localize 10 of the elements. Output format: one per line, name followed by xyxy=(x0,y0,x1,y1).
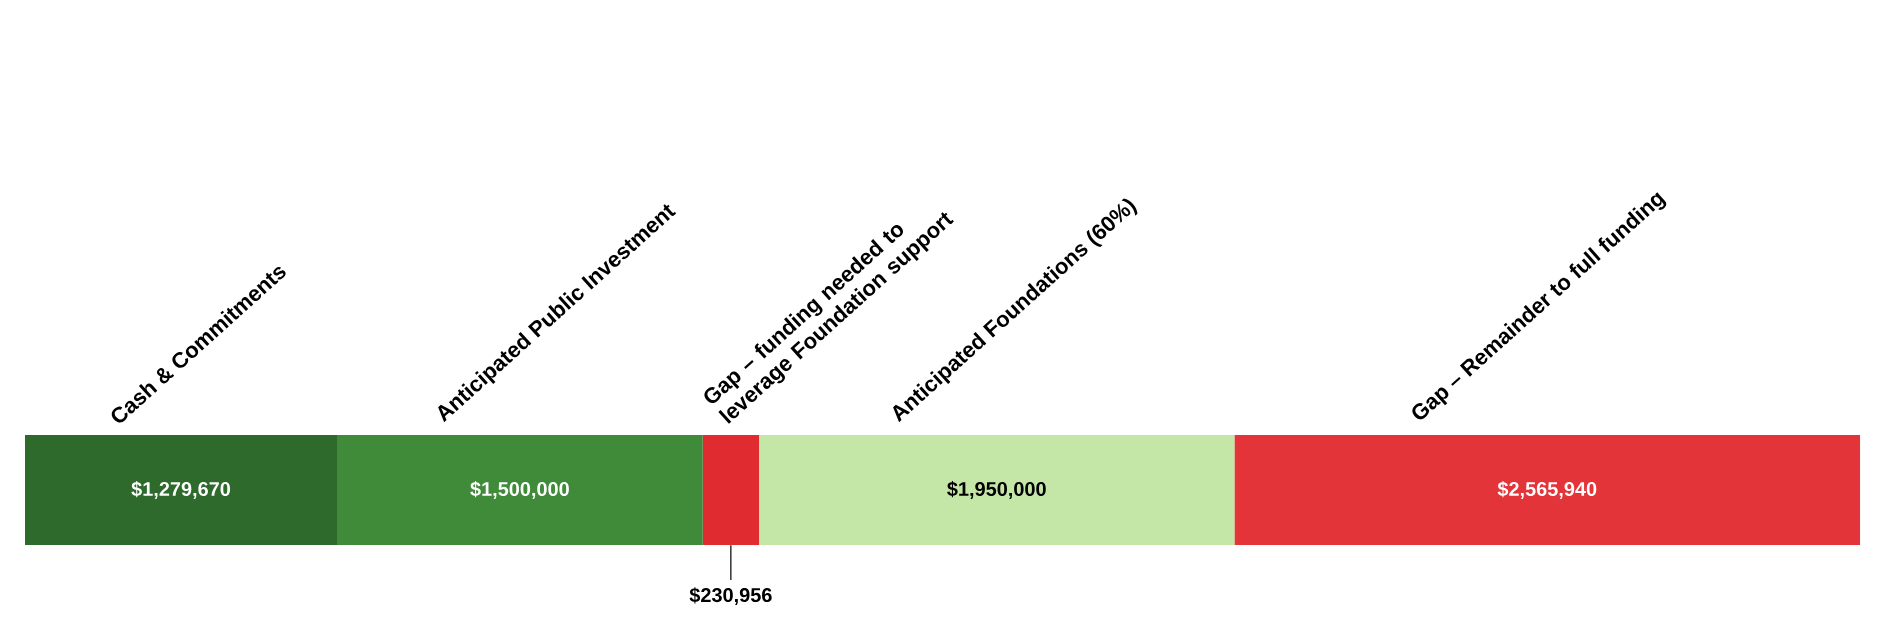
bar xyxy=(702,435,760,545)
bar xyxy=(1234,435,1861,545)
data-label: $1,950,000 xyxy=(947,481,1046,499)
data-label: $1,500,000 xyxy=(470,481,569,499)
bar xyxy=(337,435,703,545)
data-label: $1,279,670 xyxy=(131,481,231,499)
bar xyxy=(25,435,337,545)
bar xyxy=(759,435,1235,545)
data-label: $2,565,940 xyxy=(1497,481,1597,499)
data-label: $230,956 xyxy=(689,587,772,605)
